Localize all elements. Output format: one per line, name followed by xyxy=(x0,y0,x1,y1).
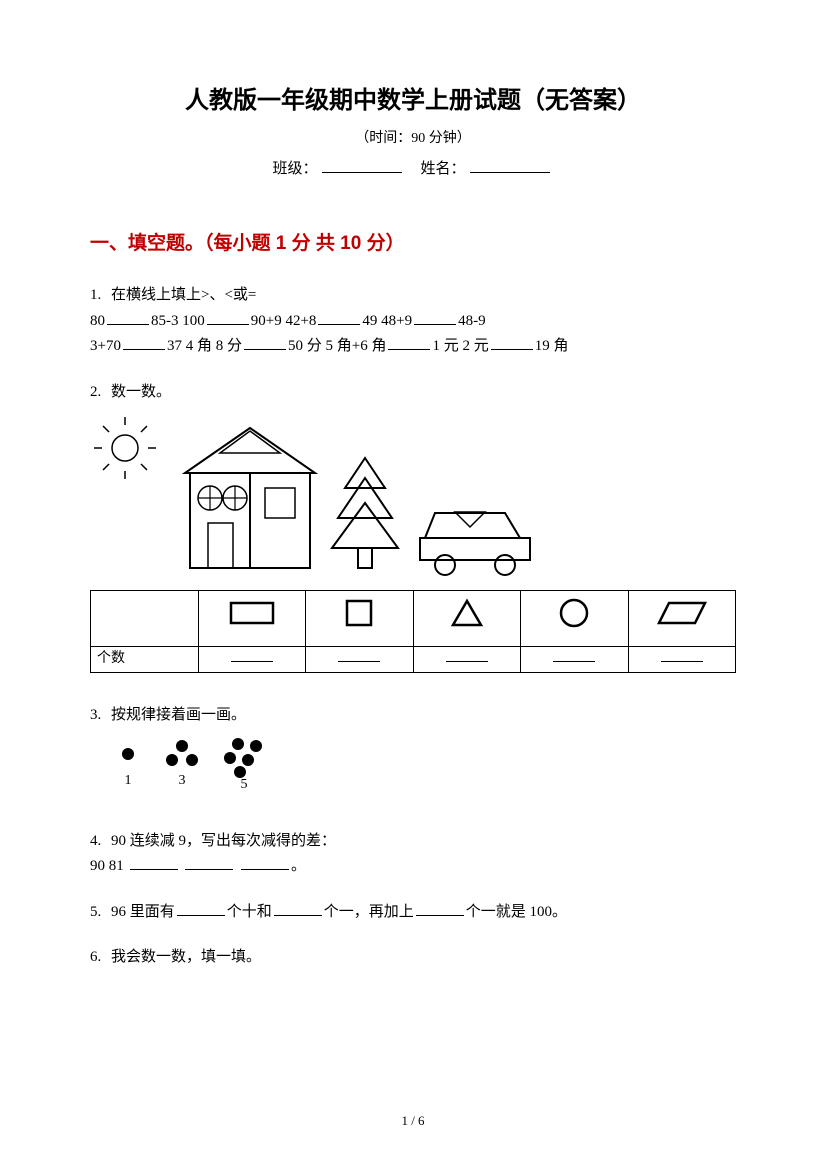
q1-num: 1. xyxy=(90,287,101,303)
q5-mid2: 个一，再加上 xyxy=(324,904,414,920)
name-blank[interactable] xyxy=(470,172,550,173)
count-label: 个数 xyxy=(91,646,199,672)
circle-icon xyxy=(558,597,590,629)
q5-blank[interactable] xyxy=(177,915,225,916)
count-blank[interactable] xyxy=(553,661,595,662)
question-6: 6. 我会数一数，填一填。 xyxy=(90,945,736,971)
q1-blank[interactable] xyxy=(414,324,456,325)
question-2: 2. 数一数。 xyxy=(90,380,736,673)
table-row xyxy=(91,590,736,646)
question-1: 1. 在横线上填上>、<或= 80 85-3 100 90+9 42+8 49 48+… xyxy=(90,283,736,360)
q3-text: 按规律接着画一画。 xyxy=(111,707,246,723)
q1-blank[interactable] xyxy=(207,324,249,325)
q1-p9: 19 角 xyxy=(535,338,569,354)
triangle-icon xyxy=(449,597,485,629)
question-5: 5. 96 里面有 个十和 个一，再加上 个一就是 100。 xyxy=(90,900,736,926)
q1-p8: 1 元 2 元 xyxy=(432,338,488,354)
q1-text: 在横线上填上>、<或= xyxy=(111,287,256,303)
count-blank[interactable] xyxy=(338,661,380,662)
q1-p1: 85-3 100 xyxy=(151,313,205,329)
count-blank[interactable] xyxy=(661,661,703,662)
time-label: （时间：90 分钟） xyxy=(90,127,736,147)
q5-mid1: 个十和 xyxy=(227,904,272,920)
student-info: 班级： 姓名： xyxy=(90,157,736,178)
count-blank[interactable] xyxy=(231,661,273,662)
q4-text: 90 连续减 9，写出每次减得的差： xyxy=(111,833,336,849)
q5-prefix: 96 里面有 xyxy=(111,904,175,920)
q1-blank[interactable] xyxy=(107,324,149,325)
table-row: 个数 xyxy=(91,646,736,672)
dots-pattern: 1 3 5 xyxy=(110,736,350,791)
shapes-table: 个数 xyxy=(90,590,736,673)
q1-p6: 37 4 角 8 分 xyxy=(167,338,242,354)
q1-blank[interactable] xyxy=(318,324,360,325)
q3-num: 3. xyxy=(90,707,101,723)
question-4: 4. 90 连续减 9，写出每次减得的差： 90 81 。 xyxy=(90,829,736,880)
q2-num: 2. xyxy=(90,384,101,400)
q4-blank[interactable] xyxy=(241,869,289,870)
q5-blank[interactable] xyxy=(416,915,464,916)
square-icon xyxy=(343,597,375,629)
question-3: 3. 按规律接着画一画。 1 3 5 xyxy=(90,703,736,809)
class-blank[interactable] xyxy=(322,172,402,173)
q1-p7: 50 分 5 角+6 角 xyxy=(288,338,386,354)
scene-illustration xyxy=(90,413,590,578)
q4-num: 4. xyxy=(90,833,101,849)
svg-text:5: 5 xyxy=(241,777,248,791)
svg-text:1: 1 xyxy=(125,773,132,788)
q1-p3: 49 48+9 xyxy=(362,313,412,329)
parallelogram-icon xyxy=(655,599,709,627)
count-blank[interactable] xyxy=(446,661,488,662)
section-1-header: 一、填空题。（每小题 1 分 共 10 分） xyxy=(90,228,736,255)
q1-blank[interactable] xyxy=(123,349,165,350)
name-label: 姓名： xyxy=(421,161,466,177)
q5-blank[interactable] xyxy=(274,915,322,916)
q4-suffix: 。 xyxy=(291,858,306,874)
q5-num: 5. xyxy=(90,904,101,920)
rectangle-icon xyxy=(227,599,277,627)
q5-suffix: 个一就是 100。 xyxy=(466,904,567,920)
q4-blank[interactable] xyxy=(130,869,178,870)
page-number: 1 / 6 xyxy=(0,1113,826,1129)
svg-text:3: 3 xyxy=(179,773,186,788)
q1-blank[interactable] xyxy=(388,349,430,350)
q4-blank[interactable] xyxy=(185,869,233,870)
q1-blank[interactable] xyxy=(244,349,286,350)
q2-text: 数一数。 xyxy=(111,384,171,400)
q1-p4: 48-9 xyxy=(458,313,486,329)
q1-blank[interactable] xyxy=(491,349,533,350)
q1-p2: 90+9 42+8 xyxy=(251,313,317,329)
class-label: 班级： xyxy=(272,161,317,177)
q1-p5: 3+70 xyxy=(90,338,121,354)
q1-p0: 80 xyxy=(90,313,105,329)
doc-title: 人教版一年级期中数学上册试题（无答案） xyxy=(90,80,736,115)
q6-text: 我会数一数，填一填。 xyxy=(111,949,261,965)
q4-line2-prefix: 90 81 xyxy=(90,858,128,874)
q6-num: 6. xyxy=(90,949,101,965)
